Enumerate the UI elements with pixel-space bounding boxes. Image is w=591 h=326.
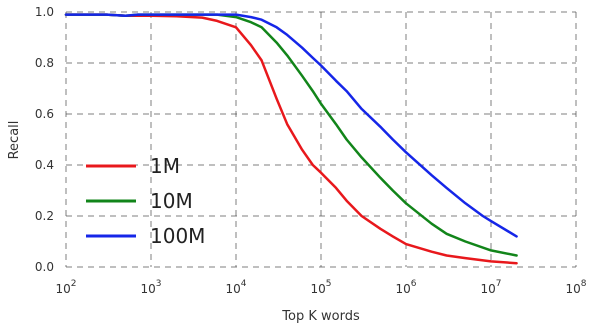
legend: 1M 10M 100M [86,154,205,248]
series-line-100m [64,13,518,238]
series-lines [64,13,518,265]
y-tick-label: 0.8 [35,56,54,70]
x-tick-label: 108 [565,279,586,296]
y-axis-ticks: 0.0 0.2 0.4 0.6 0.8 1.0 [35,5,54,274]
y-tick-label: 0.0 [35,260,54,274]
legend-label-1m: 1M [150,154,180,178]
y-tick-label: 0.6 [35,107,54,121]
x-tick-label: 102 [55,279,76,296]
series-line-10m [64,13,518,257]
y-axis-label: Recall [7,121,22,160]
y-tick-label: 0.2 [35,209,54,223]
x-tick-label: 107 [480,279,501,296]
x-tick-label: 104 [225,279,246,296]
x-tick-label: 105 [310,279,331,296]
x-axis-label: Top K words [281,309,360,324]
x-tick-label: 106 [395,279,416,296]
grid [65,11,577,268]
x-axis-ticks: 102 103 104 105 106 107 108 [55,279,586,296]
x-tick-label: 103 [140,279,161,296]
y-tick-label: 0.4 [35,158,54,172]
legend-label-100m: 100M [150,224,205,248]
series-line-1m [64,13,518,265]
legend-label-10m: 10M [150,189,193,213]
y-tick-label: 1.0 [35,5,54,19]
